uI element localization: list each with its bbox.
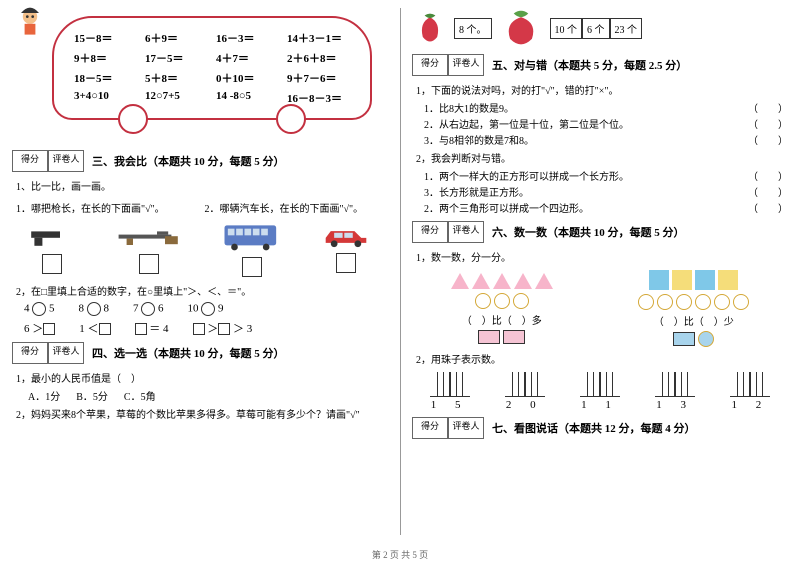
q3-1b: 2．哪辆汽车长，在长的下面画"√"。: [204, 200, 380, 215]
shapes-right: （ ）比（ ）少: [638, 270, 749, 347]
q5-1: 1，下面的说法对吗，对的打"√"，错的打"×"。: [416, 82, 788, 97]
strawberry-big-icon: [498, 8, 544, 48]
q3-1: 1、比一比，画一画。: [16, 178, 388, 193]
cartoon-icon: [12, 4, 48, 40]
q4-1: 1，最小的人民币值是（ ）: [16, 370, 388, 385]
pistol-icon: [27, 225, 77, 276]
q3-1a: 1．哪把枪长，在长的下面画"√"。: [16, 200, 192, 215]
compare-row-1: 4 58 87 610 9: [24, 302, 388, 316]
fruit-box-1: 8 个。: [454, 18, 492, 39]
fruit-box-4: 23 个: [610, 18, 643, 39]
car-icon: [319, 226, 373, 275]
fruit-row: 8 个。 10 个 6 个 23 个: [412, 8, 788, 48]
section-3-title: 三、我会比（本题共 10 分，每题 5 分）: [92, 153, 285, 169]
q3-2: 2，在□里填上合适的数字，在○里填上"＞、＜、＝"。: [16, 283, 388, 298]
score-cell: 得分: [12, 150, 48, 172]
section-4-title: 四、选一选（本题共 10 分，每题 5 分）: [92, 345, 285, 361]
section-5-header: 得分 评卷人 五、对与错（本题共 5 分，每题 2.5 分）: [412, 54, 788, 76]
q5-2: 2，我会判断对与错。: [416, 150, 788, 165]
grader-cell: 评卷人: [48, 150, 84, 172]
bus-icon: [222, 222, 282, 279]
fruit-box-2: 10 个: [550, 18, 583, 39]
compare-row-2: 6 ＞1 ＜ ＝ 4 ＞ ＞ 3: [24, 320, 388, 336]
rifle-icon: [114, 225, 184, 276]
page-footer: 第 2 页 共 5 页: [0, 548, 800, 561]
strawberry-icon: [412, 10, 448, 46]
checkbox[interactable]: [42, 254, 62, 274]
section-3-header: 得分 评卷人 三、我会比（本题共 10 分，每题 5 分）: [12, 150, 388, 172]
q6-1: 1，数一数，分一分。: [416, 249, 788, 264]
section-5-title: 五、对与错（本题共 5 分，每题 2.5 分）: [492, 57, 687, 73]
checkbox[interactable]: [139, 254, 159, 274]
checkbox[interactable]: [242, 257, 262, 277]
q4-2: 2，妈妈买来8个苹果，草莓的个数比苹果多得多。草莓可能有多少个？请画"√": [16, 406, 388, 421]
fruit-box-3: 6 个: [582, 18, 610, 39]
section-4-header: 得分 评卷人 四、选一选（本题共 10 分，每题 5 分）: [12, 342, 388, 364]
section-6-header: 得分 评卷人 六、数一数（本题共 10 分，每题 5 分）: [412, 221, 788, 243]
q6-2: 2，用珠子表示数。: [416, 351, 788, 366]
section-7-header: 得分 评卷人 七、看图说话（本题共 12 分，每题 4 分）: [412, 417, 788, 439]
checkbox[interactable]: [336, 253, 356, 273]
section-6-title: 六、数一数（本题共 10 分，每题 5 分）: [492, 224, 685, 240]
bus-problems: 15－8＝6＋9＝16－3＝14＋3－1＝9＋8＝17－5＝4＋7＝2＋6＋8＝…: [52, 16, 372, 120]
section-7-title: 七、看图说话（本题共 12 分，每题 4 分）: [492, 420, 696, 436]
q4-1-options: A．1分B．5分C．5角: [28, 388, 388, 403]
abacus-row: 1 52 01 11 31 2: [412, 372, 788, 411]
shapes-left: （ ）比（ ）多: [451, 273, 553, 344]
